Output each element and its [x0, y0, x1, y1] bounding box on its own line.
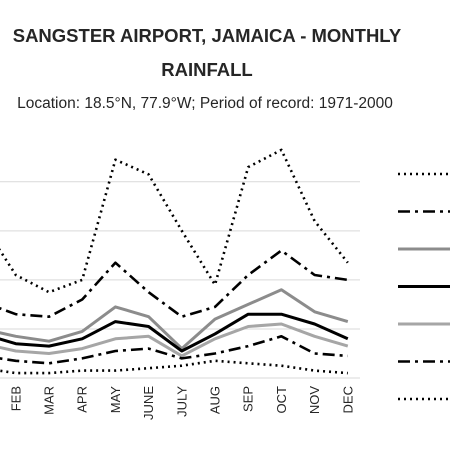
x-tick-label: APR	[75, 386, 90, 413]
series-line-6	[0, 334, 348, 365]
x-tick-label: MAY	[108, 386, 123, 414]
x-tick-label: AUG	[208, 386, 223, 414]
chart-subtitle: Location: 18.5°N, 77.9°W; Period of reco…	[17, 95, 393, 112]
series-line-7	[0, 359, 348, 375]
x-tick-label: MAR	[42, 386, 57, 415]
series-line-3	[0, 288, 349, 351]
legend	[398, 172, 450, 401]
chart-title-line1: SANGSTER AIRPORT, JAMAICA - MONTHLY	[13, 25, 402, 46]
series-lines	[0, 148, 349, 375]
series-line-5	[0, 322, 349, 358]
x-tick-label: OCT	[274, 386, 289, 414]
series-line-4	[0, 312, 349, 353]
gridlines	[0, 181, 360, 379]
series-line-1	[0, 148, 349, 294]
series-line-2	[0, 249, 348, 319]
x-tick-label: DEC	[340, 386, 355, 413]
x-tick-label: JUNE	[141, 386, 156, 420]
chart-title-line2: RAINFALL	[161, 59, 252, 80]
x-tick-label: SEP	[241, 386, 256, 412]
x-tick-label: FEB	[8, 386, 23, 411]
x-tick-label: NOV	[307, 386, 322, 415]
x-tick-label: JULY	[174, 386, 189, 417]
x-axis-tick-labels: JANFEBMARAPRMAYJUNEJULYAUGSEPOCTNOVDEC	[8, 386, 355, 420]
